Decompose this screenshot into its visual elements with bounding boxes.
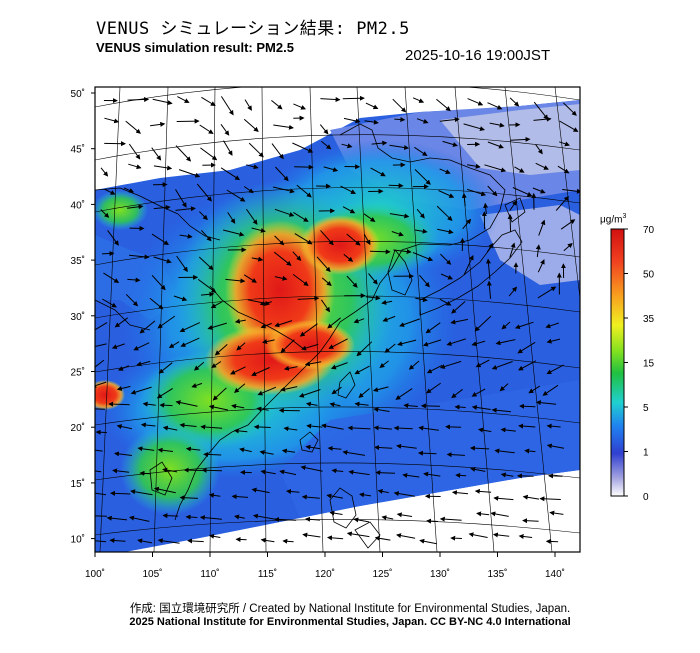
wind-arrow (102, 253, 114, 254)
wind-arrow (237, 539, 247, 540)
wind-arrow (187, 517, 198, 518)
wind-arrow (163, 516, 178, 517)
colorbar-tick-label: 70 (643, 225, 655, 236)
wind-arrow (446, 427, 461, 428)
wind-arrow (370, 251, 390, 252)
lon-tick-label: 130˚ (430, 568, 450, 580)
lon-tick-label: 140˚ (545, 568, 565, 580)
colorbar-tick-label: 1 (643, 448, 649, 459)
lat-tick-label: 35˚ (71, 255, 85, 267)
wind-arrow (204, 454, 221, 455)
lon-tick-label: 120˚ (315, 568, 335, 580)
lon-tick-label: 125˚ (372, 568, 392, 580)
wind-arrow (510, 215, 511, 232)
wind-arrow (427, 521, 438, 522)
colorbar-ticks: 70 50 35 15 5 1 0 (624, 225, 655, 503)
colorbar-tick-label: 5 (643, 403, 649, 414)
wind-arrow (456, 475, 466, 476)
wind-arrow (523, 521, 539, 522)
wind-arrow (422, 406, 440, 407)
lat-tick-label: 30˚ (71, 311, 85, 323)
wind-arrow (185, 470, 204, 471)
wind-arrow (394, 119, 404, 120)
lat-tick-label: 40˚ (71, 199, 85, 211)
colorbar-unit-label: μg/m3 (600, 213, 626, 225)
wind-arrow (203, 470, 222, 471)
wind-arrow (520, 406, 535, 407)
wind-arrow (283, 541, 293, 542)
lat-tick-label: 45˚ (71, 144, 85, 156)
wind-arrow (109, 404, 130, 405)
wind-arrow (91, 409, 105, 410)
wind-arrow (389, 185, 403, 186)
lat-tick-label: 50˚ (71, 88, 85, 100)
longitude-axis: 100˚ 105˚ 110˚ 115˚ 120˚ 125˚ 130˚ 135˚ 140˚ (85, 552, 565, 580)
wind-arrow (255, 427, 271, 428)
wind-arrow (518, 476, 534, 477)
wind-arrow (160, 405, 172, 406)
colorbar: 70 50 35 15 5 1 0 (611, 225, 655, 503)
credit-line: 作成: 国立環境研究所 / Created by National Instit… (0, 600, 700, 616)
lon-tick-label: 100˚ (85, 568, 105, 580)
wind-arrow (456, 407, 466, 408)
wind-arrow (294, 167, 313, 168)
lon-tick-label: 105˚ (142, 568, 162, 580)
lat-tick-label: 25˚ (71, 367, 85, 379)
latitude-axis: 50˚ 45˚ 40˚ 35˚ 30˚ 25˚ 20˚ 15˚ 10˚ (71, 88, 95, 546)
lon-tick-label: 110˚ (200, 568, 219, 580)
license-line: 2025 National Institute for Environmenta… (0, 616, 700, 628)
wind-arrow (343, 98, 364, 99)
colorbar-tick-label: 50 (643, 270, 655, 281)
wind-arrow (451, 538, 462, 539)
lat-tick-label: 20˚ (71, 422, 85, 434)
lon-tick-label: 115˚ (258, 568, 277, 580)
lon-tick-label: 135˚ (487, 568, 507, 580)
colorbar-tick-label: 35 (643, 314, 655, 325)
wind-arrow (140, 473, 150, 474)
lat-tick-label: 10˚ (71, 534, 85, 546)
colorbar-scale (611, 229, 624, 496)
colorbar-tick-label: 15 (643, 359, 655, 370)
colorbar-tick-label: 0 (643, 492, 649, 503)
lat-tick-label: 15˚ (71, 478, 85, 490)
